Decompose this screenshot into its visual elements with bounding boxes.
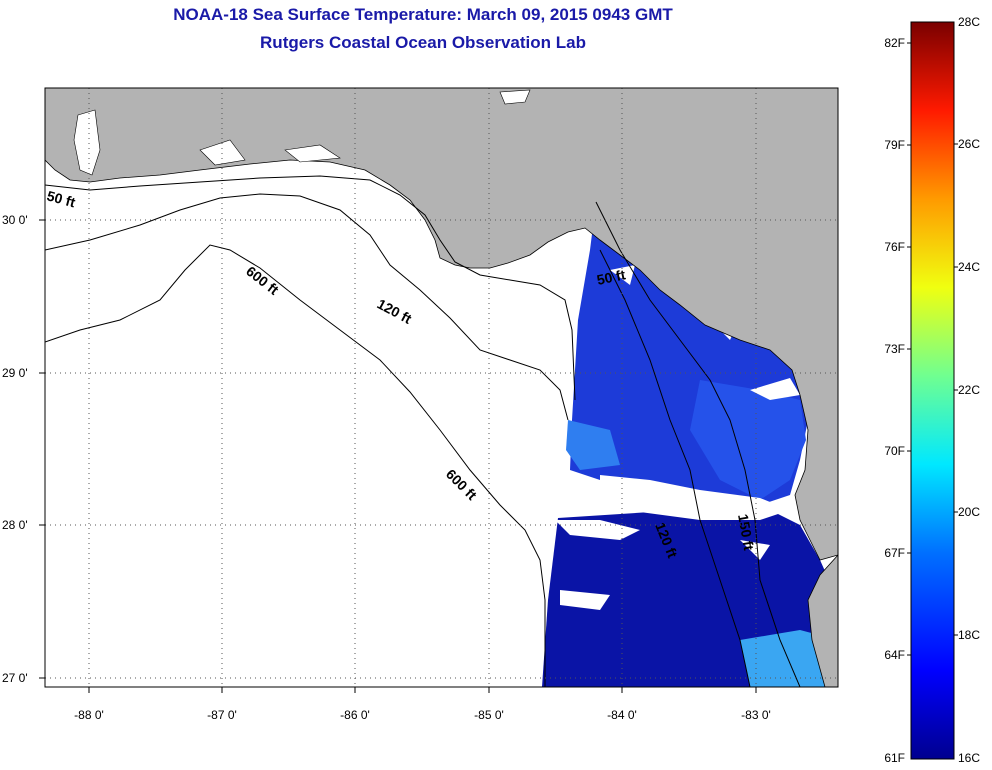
colorbar-fahrenheit-label: 82F bbox=[884, 36, 905, 50]
map-frame bbox=[44, 87, 839, 688]
colorbar-celsius-label: 20C bbox=[958, 505, 980, 519]
colorbar-fahrenheit-label: 64F bbox=[884, 648, 905, 662]
color-scale-legend: 28C 26C 24C 22C 20C 18C 16C 82F 79F 76F … bbox=[884, 15, 980, 765]
contour-east-50ft bbox=[595, 201, 801, 687]
colorbar-celsius-label: 26C bbox=[958, 137, 980, 151]
longitude-label: -88 0' bbox=[74, 708, 104, 722]
colorbar-fahrenheit-label: 70F bbox=[884, 444, 905, 458]
colorbar-fahrenheit-label: 67F bbox=[884, 546, 905, 560]
land-florida-tail bbox=[807, 554, 838, 687]
sst-coastal-band bbox=[690, 380, 806, 500]
contour-50ft bbox=[45, 175, 576, 401]
latitude-label: 30 0' bbox=[2, 213, 28, 227]
contour-120ft bbox=[45, 193, 569, 421]
longitude-label: -87 0' bbox=[207, 708, 237, 722]
contour-label: 50 ft bbox=[45, 187, 77, 210]
graticule bbox=[45, 88, 838, 687]
colorbar-celsius-label: 28C bbox=[958, 15, 980, 29]
colorbar-fahrenheit-label: 61F bbox=[884, 751, 905, 765]
latitude-label: 27 0' bbox=[2, 671, 28, 685]
colorbar-fahrenheit-label: 79F bbox=[884, 138, 905, 152]
latitude-label: 28 0' bbox=[2, 518, 28, 532]
contour-600ft bbox=[45, 244, 546, 687]
colorbar-fahrenheit-label: 73F bbox=[884, 342, 905, 356]
colorbar bbox=[910, 21, 955, 760]
longitude-label: -83 0' bbox=[741, 708, 771, 722]
longitude-label: -84 0' bbox=[607, 708, 637, 722]
longitude-label: -86 0' bbox=[340, 708, 370, 722]
colorbar-celsius-label: 16C bbox=[958, 751, 980, 765]
latitude-label: 29 0' bbox=[2, 366, 28, 380]
coastal-bays bbox=[73, 89, 531, 176]
contour-east-120ft bbox=[599, 249, 751, 687]
map-area: 50 ft 120 ft 600 ft 600 ft 50 ft 120 ft … bbox=[45, 88, 838, 687]
land-mass bbox=[45, 88, 838, 561]
longitude-label: -85 0' bbox=[474, 708, 504, 722]
map-title: NOAA-18 Sea Surface Temperature: March 0… bbox=[173, 5, 673, 24]
map-subtitle: Rutgers Coastal Ocean Observation Lab bbox=[260, 33, 586, 52]
sst-warm-nearshore bbox=[566, 420, 620, 470]
contour-label: 150 ft bbox=[735, 513, 757, 552]
colorbar-fahrenheit-label: 76F bbox=[884, 240, 905, 254]
colorbar-celsius-label: 18C bbox=[958, 628, 980, 642]
depth-contours bbox=[45, 175, 801, 687]
colorbar-celsius-label: 24C bbox=[958, 260, 980, 274]
colorbar-celsius-label: 22C bbox=[958, 383, 980, 397]
contour-label: 50 ft bbox=[595, 266, 627, 288]
colorbar-ticks bbox=[907, 42, 958, 656]
axis-ticks bbox=[39, 219, 757, 693]
